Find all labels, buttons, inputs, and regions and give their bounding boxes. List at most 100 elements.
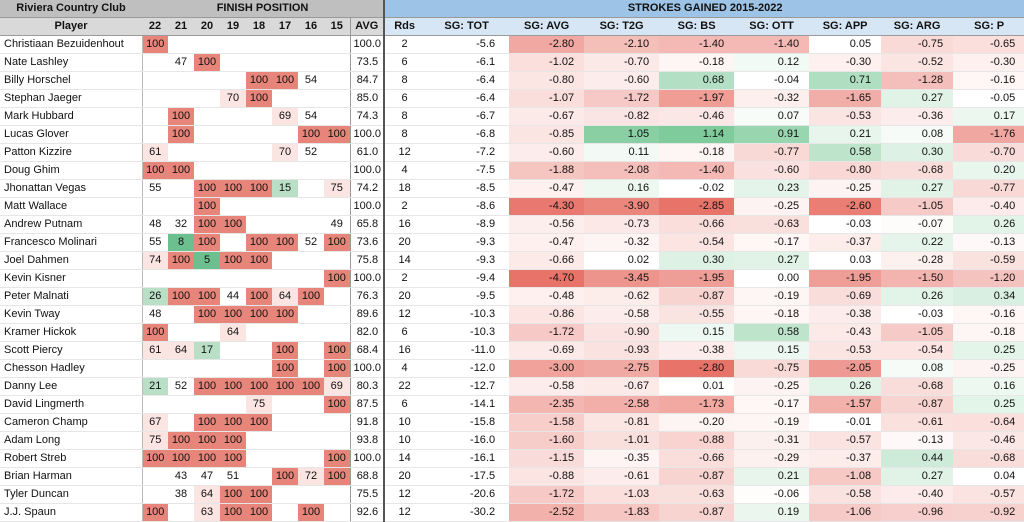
- sg-cell: 0.21: [734, 467, 810, 487]
- finish-cell: [168, 359, 194, 379]
- finish-cell: 100: [272, 467, 298, 487]
- sg-cell: -0.57: [953, 485, 1024, 505]
- finish-cell: 100: [246, 503, 272, 522]
- finish-cell: 100: [246, 287, 272, 307]
- sg-cell: -1.65: [809, 89, 882, 109]
- sg-total-cell: -14.1: [424, 395, 510, 415]
- sg-cell: -1.72: [584, 89, 660, 109]
- finish-cell: 100: [272, 377, 298, 397]
- finish-cell: [324, 485, 350, 505]
- rounds-cell: 20: [383, 287, 425, 307]
- avg-cell: 92.6: [349, 503, 385, 522]
- table-row: Tyler Duncan 38 64 100 100 75.5 12 -20.6 -1.72 -1…: [0, 485, 1024, 505]
- avg-cell: 100.0: [349, 359, 385, 379]
- rounds-cell: 6: [383, 53, 425, 73]
- sg-cell: -0.80: [809, 161, 882, 181]
- sg-cell: -0.06: [734, 485, 810, 505]
- sg-cell: -0.69: [809, 287, 882, 307]
- finish-cell: 69: [324, 377, 350, 397]
- finish-cell: [298, 395, 324, 415]
- sg-total-cell: -6.8: [424, 125, 510, 145]
- sg-cell: -0.60: [734, 161, 810, 181]
- avg-cell: 68.4: [349, 341, 385, 361]
- rounds-cell: 6: [383, 323, 425, 343]
- sg-cell: -1.02: [509, 53, 585, 73]
- sg-cell: -0.20: [659, 413, 735, 433]
- rounds-cell: 4: [383, 359, 425, 379]
- finish-cell: [220, 233, 246, 253]
- finish-cell: [298, 323, 324, 343]
- avg-cell: 100.0: [349, 35, 385, 55]
- finish-cell: 32: [168, 215, 194, 235]
- avg-cell: 82.0: [349, 323, 385, 343]
- finish-cell: [246, 449, 272, 469]
- finish-cell: 100: [220, 485, 246, 505]
- finish-cell: [246, 143, 272, 163]
- sg-cell: 0.27: [881, 179, 954, 199]
- finish-cell: [324, 413, 350, 433]
- finish-cell: 43: [168, 467, 194, 487]
- finish-cell: 100: [324, 341, 350, 361]
- finish-cell: [220, 71, 246, 91]
- sg-cell: -2.85: [659, 197, 735, 217]
- finish-cell: [142, 53, 168, 73]
- sg-total-cell: -17.5: [424, 467, 510, 487]
- finish-cell: [194, 269, 220, 289]
- finish-cell: 100: [324, 233, 350, 253]
- avg-cell: 73.5: [349, 53, 385, 73]
- rounds-cell: 12: [383, 503, 425, 522]
- sg-cell: 0.22: [881, 233, 954, 253]
- table-row: Christiaan Bezuidenhout 100 100.0 2 -5.6 -2.8…: [0, 35, 1024, 55]
- finish-cell: 17: [194, 341, 220, 361]
- finish-cell: [142, 395, 168, 415]
- finish-cell: [142, 125, 168, 145]
- finish-cell: 100: [324, 449, 350, 469]
- finish-cell: [168, 413, 194, 433]
- sg-total-cell: -7.2: [424, 143, 510, 163]
- sg-cell: -0.32: [584, 233, 660, 253]
- sg-total-cell: -7.5: [424, 161, 510, 181]
- finish-cell: 100: [272, 233, 298, 253]
- finish-cell: 48: [142, 215, 168, 235]
- finish-cell: [324, 89, 350, 109]
- finish-cell: 15: [272, 179, 298, 199]
- finish-cell: [142, 197, 168, 217]
- finish-cell: 100: [220, 179, 246, 199]
- finish-cell: 100: [246, 71, 272, 91]
- player-name: Peter Malnati: [0, 287, 143, 307]
- sg-cell: -0.88: [509, 467, 585, 487]
- sg-cell: 0.20: [953, 161, 1024, 181]
- sg-total-cell: -16.1: [424, 449, 510, 469]
- sg-cell: -0.43: [809, 323, 882, 343]
- player-name: Lucas Glover: [0, 125, 143, 145]
- avg-cell: 85.0: [349, 89, 385, 109]
- sg-cell: 0.26: [809, 377, 882, 397]
- sg-total-cell: -5.6: [424, 35, 510, 55]
- sg-cell: -0.03: [881, 305, 954, 325]
- finish-cell: 100: [324, 269, 350, 289]
- finish-cell: 100: [246, 305, 272, 325]
- sg-cell: 0.11: [584, 143, 660, 163]
- finish-year-header: 16: [298, 17, 324, 37]
- finish-cell: 55: [142, 233, 168, 253]
- finish-cell: 100: [220, 503, 246, 522]
- sg-cell: -0.47: [509, 179, 585, 199]
- sg-cell: -0.87: [881, 395, 954, 415]
- finish-cell: [220, 197, 246, 217]
- sg-total-cell: -16.0: [424, 431, 510, 451]
- finish-cell: [324, 53, 350, 73]
- avg-cell: 100.0: [349, 269, 385, 289]
- sg-cell: -0.52: [881, 53, 954, 73]
- sg-cell: 0.05: [809, 35, 882, 55]
- finish-cell: [246, 125, 272, 145]
- finish-cell: [194, 125, 220, 145]
- rounds-cell: 20: [383, 233, 425, 253]
- sg-column-header: SG: AVG: [509, 17, 585, 37]
- table-row: Robert Streb 100 100 100 100 100 100.0 14 -16.1-…: [0, 449, 1024, 469]
- finish-cell: [168, 35, 194, 55]
- finish-cell: 100: [142, 35, 168, 55]
- finish-cell: [246, 161, 272, 181]
- finish-cell: [194, 71, 220, 91]
- sg-cell: -0.85: [509, 125, 585, 145]
- finish-cell: 47: [168, 53, 194, 73]
